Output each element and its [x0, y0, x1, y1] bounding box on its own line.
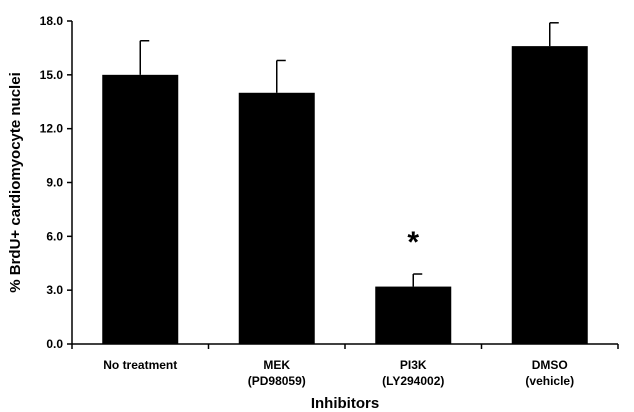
x-axis: No treatment MEK (PD98059) PI3K (LY294002) DM… [71, 343, 619, 388]
x-category-sublabel: (LY294002) [382, 374, 444, 388]
y-tick-label: 6.0 [46, 229, 63, 243]
y-tick-label: 0.0 [46, 337, 63, 351]
y-tick-label: 3.0 [46, 283, 63, 297]
x-axis-title: Inhibitors [311, 395, 379, 412]
bar [511, 46, 588, 344]
bar [238, 92, 315, 345]
bars [102, 46, 588, 345]
y-tick-label: 18.0 [40, 14, 64, 28]
x-category-sublabel: (PD98059) [248, 374, 306, 388]
annotations: * [407, 226, 419, 259]
y-tick-label: 9.0 [46, 176, 63, 190]
error-bars [139, 22, 559, 287]
x-category-label: DMSO [532, 358, 568, 372]
bar [375, 286, 452, 344]
x-category-sublabel: (vehicle) [525, 374, 574, 388]
y-tick-label: 15.0 [40, 68, 64, 82]
y-axis-title: % BrdU+ cardiomyocyte nuclei [7, 72, 24, 293]
significance-asterisk: * [407, 226, 419, 259]
x-category-label: No treatment [103, 358, 177, 372]
y-axis: 0.0 3.0 6.0 9.0 12.0 15.0 18.0 [40, 14, 73, 351]
x-ticks: No treatment MEK (PD98059) PI3K (LY294002) DM… [71, 344, 619, 388]
y-tick-label: 12.0 [40, 122, 64, 136]
x-category-label: MEK [263, 358, 290, 372]
x-category-label: PI3K [400, 358, 427, 372]
y-ticks: 0.0 3.0 6.0 9.0 12.0 15.0 18.0 [40, 14, 72, 351]
bar [102, 74, 179, 344]
